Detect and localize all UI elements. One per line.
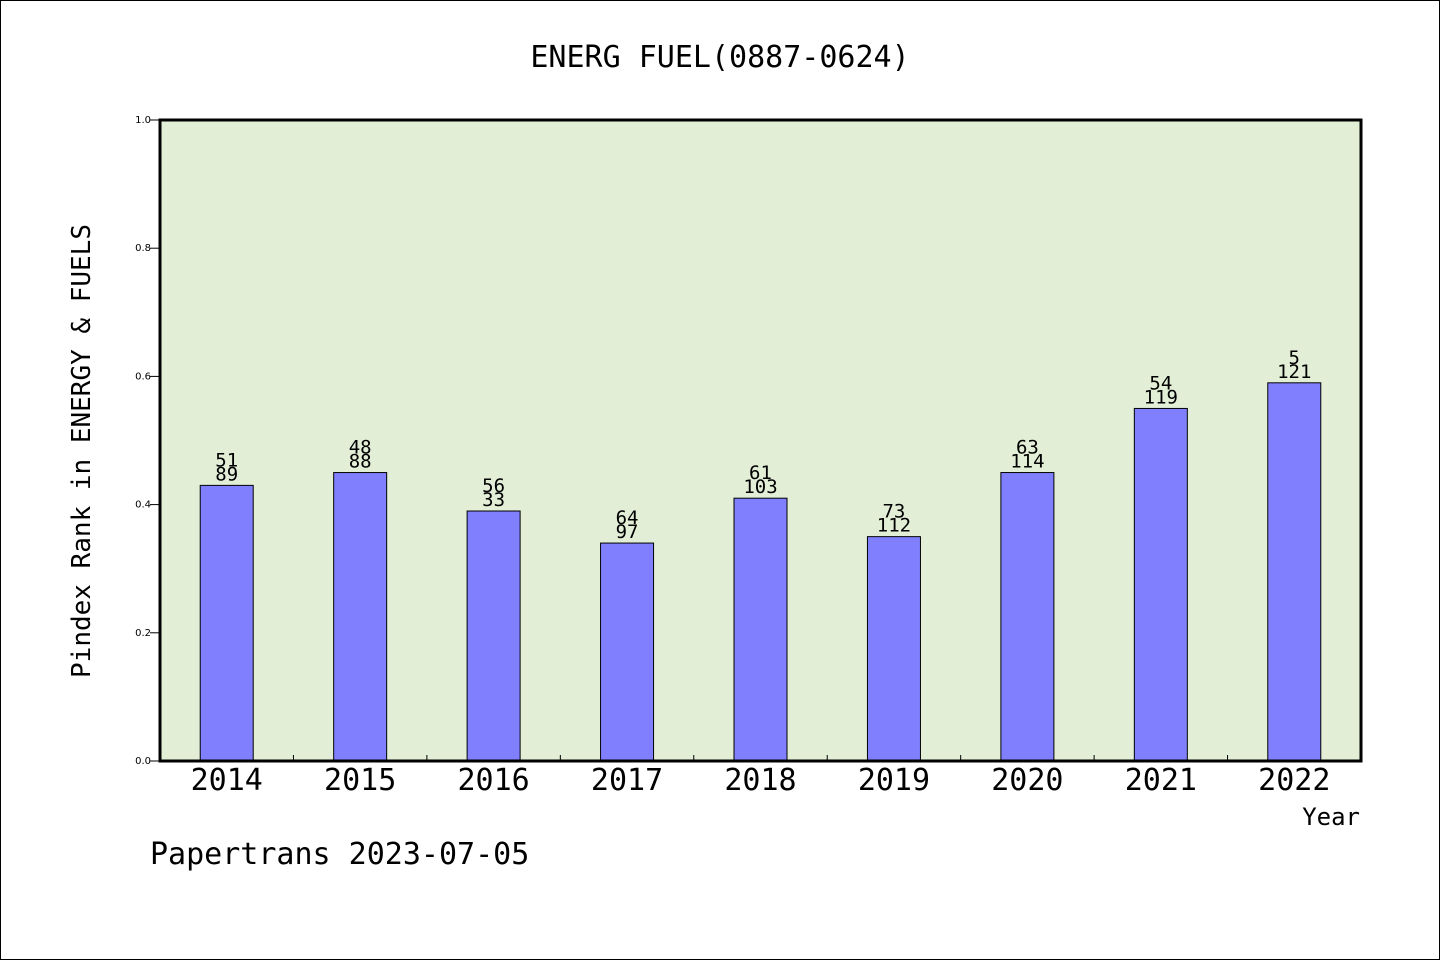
bar-label-top: 61 — [749, 462, 772, 484]
bar-label-top: 51 — [215, 449, 238, 471]
bar — [1267, 382, 1322, 762]
y-axis-label: Pindex Rank in ENERGY & FUELS — [67, 224, 97, 678]
x-tick-label: 2017 — [591, 763, 663, 798]
bar-label-bottom: 119 — [1144, 386, 1178, 408]
bar-label-top: 64 — [616, 507, 639, 529]
bar — [600, 542, 655, 762]
x-tick-label: 2014 — [191, 763, 263, 798]
bar-label-bottom: 114 — [1010, 451, 1044, 473]
x-axis: 2014 2015 2016 2017 2018 2019 2020 2021 2022 — [191, 755, 1330, 798]
bar-label-bottom: 112 — [877, 515, 911, 537]
bar — [866, 536, 921, 762]
x-tick-label: 2019 — [858, 763, 930, 798]
chart-title: ENERG FUEL(0887-0624) — [530, 40, 909, 75]
y-tick-label: 0.4 — [135, 500, 151, 511]
x-tick-label: 2018 — [724, 763, 796, 798]
bar — [333, 472, 388, 762]
x-tick-label: 2015 — [324, 763, 396, 798]
bar-label-top: 48 — [349, 437, 372, 459]
bar-label-top: 63 — [1016, 437, 1039, 459]
footer-credit: Papertrans 2023-07-05 — [150, 837, 529, 872]
bar — [733, 497, 788, 762]
y-tick-label: 0.8 — [135, 243, 151, 254]
y-tick-label: 1.0 — [135, 115, 151, 126]
bar-label-bottom: 97 — [616, 521, 639, 543]
bar-label-top: 54 — [1149, 372, 1172, 394]
y-tick-label: 0.0 — [135, 756, 151, 767]
bar-label-bottom: 89 — [215, 463, 238, 485]
x-tick-label: 2021 — [1125, 763, 1197, 798]
x-axis-label: Year — [1302, 803, 1360, 831]
y-axis: 0.0 0.2 0.4 0.6 0.8 1.0 — [135, 115, 160, 767]
bar-label-bottom: 103 — [743, 476, 777, 498]
x-tick-label: 2022 — [1258, 763, 1330, 798]
bar — [199, 484, 254, 762]
x-tick-label: 2016 — [457, 763, 529, 798]
bar — [466, 510, 521, 762]
y-tick-label: 0.2 — [135, 628, 151, 639]
bar-label-top: 73 — [882, 501, 905, 523]
bar-label-top: 5 — [1289, 347, 1300, 369]
bar-label-bottom: 33 — [482, 489, 505, 511]
bar — [1133, 407, 1188, 762]
plot-border — [158, 118, 1363, 763]
bar-label-top: 56 — [482, 475, 505, 497]
y-tick-label: 0.6 — [135, 371, 151, 382]
bar-label-bottom: 121 — [1277, 361, 1311, 383]
bar-label-bottom: 88 — [349, 451, 372, 473]
bar — [1000, 472, 1055, 762]
x-tick-label: 2020 — [991, 763, 1063, 798]
